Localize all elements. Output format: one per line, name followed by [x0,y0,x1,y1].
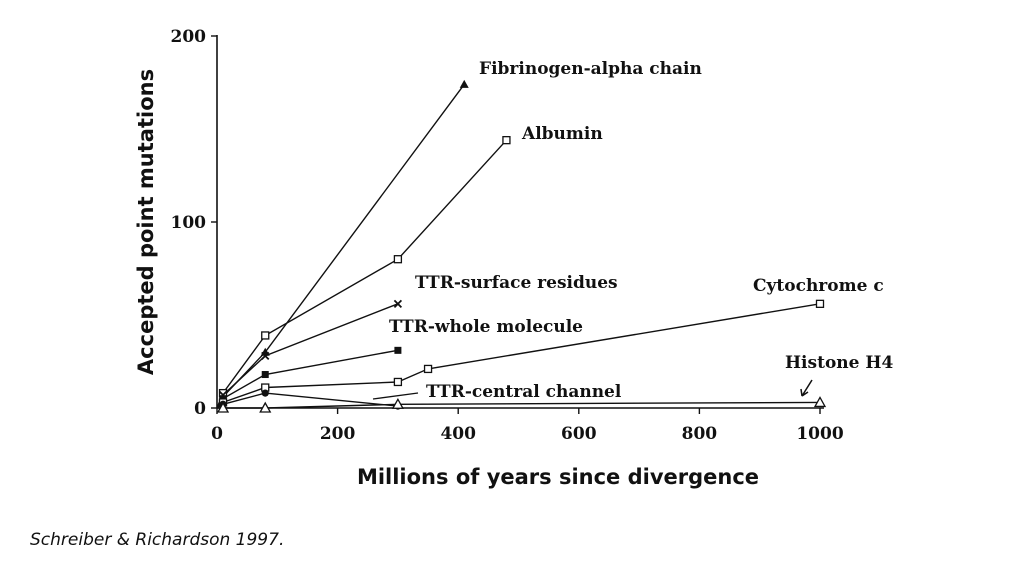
series-label-ttr-whole-molecule: TTR-whole molecule [389,317,583,337]
series-lines [216,83,821,409]
y-tick-label: 100 [171,213,207,233]
data-point-ttr-surface-residues [261,351,270,361]
y-tick-label: 200 [171,27,207,47]
axes [216,35,824,409]
data-point-ttr-whole-molecule [261,371,269,379]
data-point-histone-h4 [216,401,230,413]
x-tick-label: 0 [211,424,223,444]
y-axis-title: Accepted point mutations [134,69,158,375]
series-line-histone-h4 [217,401,821,409]
x-tick-label: 200 [320,424,356,444]
data-point-cytochrome-c [393,377,403,387]
pointer-ttr-central-channel [372,392,419,400]
x-tick-label: 1000 [796,424,843,444]
x-tick-label: 400 [440,424,476,444]
source-caption: Schreiber & Richardson 1997. [30,530,285,550]
series-label-ttr-surface-residues: TTR-surface residues [415,273,618,293]
x-tick-label: 600 [561,424,597,444]
y-tick-label: 0 [194,399,206,419]
series-label-fibrinogen-alpha-chain: Fibrinogen-alpha chain [479,59,702,79]
axis-ticks: 0 200 400 600 800 1000 0 100 200 [171,27,844,444]
data-point-cytochrome-c [815,299,825,308]
series-labels: Fibrinogen-alpha chain Albumin TTR-surface… [372,59,893,402]
data-point-histone-h4 [813,396,827,408]
series-label-cytochrome-c: Cytochrome c [753,276,884,296]
series-line-fibrinogen-alpha-chain [216,83,465,409]
data-point-cytochrome-c [423,364,433,374]
pointer-histone-h4 [800,379,813,397]
data-point-ttr-central-channel [261,389,269,397]
data-point-histone-h4 [391,397,405,409]
x-tick-label: 800 [682,424,718,444]
data-point-albumin [393,255,403,264]
series-markers [216,79,827,413]
data-point-ttr-surface-residues [393,299,403,308]
x-axis-title: Millions of years since divergence [357,465,759,489]
data-point-albumin [502,136,511,145]
data-point-histone-h4 [259,401,272,413]
series-label-ttr-central-channel: TTR-central channel [426,382,622,402]
data-point-albumin [261,331,270,340]
series-label-histone-h4: Histone H4 [785,353,893,373]
data-point-fibrinogen-alpha-chain [459,79,469,88]
data-point-ttr-whole-molecule [394,346,402,354]
series-label-albumin: Albumin [521,124,603,144]
